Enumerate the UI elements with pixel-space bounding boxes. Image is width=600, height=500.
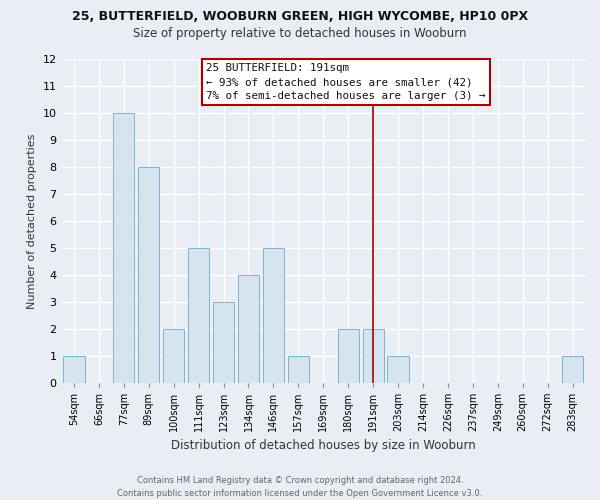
- Text: 25 BUTTERFIELD: 191sqm
← 93% of detached houses are smaller (42)
7% of semi-deta: 25 BUTTERFIELD: 191sqm ← 93% of detached…: [206, 63, 485, 101]
- Bar: [113, 113, 134, 382]
- Bar: [338, 328, 359, 382]
- Text: 25, BUTTERFIELD, WOOBURN GREEN, HIGH WYCOMBE, HP10 0PX: 25, BUTTERFIELD, WOOBURN GREEN, HIGH WYC…: [72, 10, 528, 23]
- Bar: [138, 167, 160, 382]
- Text: Contains HM Land Registry data © Crown copyright and database right 2024.
Contai: Contains HM Land Registry data © Crown c…: [118, 476, 482, 498]
- Bar: [238, 275, 259, 382]
- Bar: [263, 248, 284, 382]
- Bar: [163, 328, 184, 382]
- Bar: [64, 356, 85, 382]
- Bar: [288, 356, 309, 382]
- Bar: [388, 356, 409, 382]
- Bar: [213, 302, 234, 382]
- Bar: [188, 248, 209, 382]
- Bar: [562, 356, 583, 382]
- Y-axis label: Number of detached properties: Number of detached properties: [27, 133, 37, 308]
- Bar: [362, 328, 384, 382]
- X-axis label: Distribution of detached houses by size in Wooburn: Distribution of detached houses by size …: [171, 440, 476, 452]
- Text: Size of property relative to detached houses in Wooburn: Size of property relative to detached ho…: [133, 28, 467, 40]
